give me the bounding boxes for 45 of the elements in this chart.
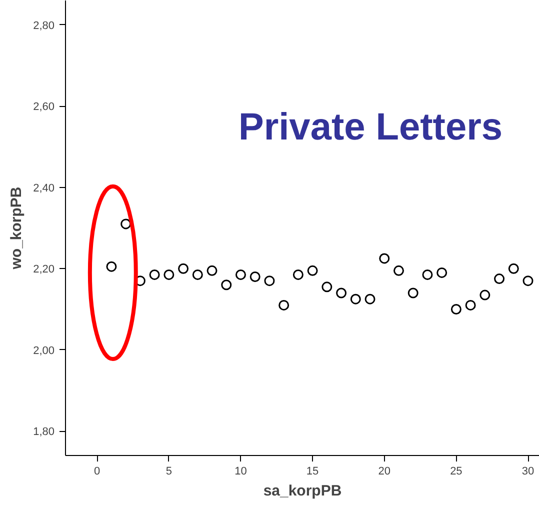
x-tick-label: 25 — [450, 466, 462, 478]
point — [364, 294, 376, 304]
point — [250, 272, 260, 282]
point — [278, 300, 290, 310]
y-tick-label: 2,00 — [33, 344, 55, 357]
point — [436, 267, 448, 278]
y-tick-label: 2,80 — [33, 20, 55, 32]
y-tick-label: 1,80 — [33, 426, 55, 438]
point — [149, 269, 160, 280]
point — [106, 261, 117, 272]
point — [336, 288, 347, 298]
x-tick-label: 10 — [234, 466, 247, 478]
y-axis-title: wo_korpPB — [8, 186, 26, 270]
text: Private Letters — [238, 106, 503, 148]
point — [164, 269, 174, 280]
point — [221, 280, 232, 290]
point — [494, 274, 505, 284]
point — [322, 282, 332, 292]
point — [350, 294, 361, 304]
x-axis-title: sa_korpPB — [263, 482, 342, 500]
y-tick-label: 2,60 — [33, 101, 55, 114]
point — [120, 218, 132, 230]
point — [206, 265, 218, 276]
point — [379, 253, 390, 264]
x-tick-label: 15 — [306, 466, 319, 478]
x-tick-label: 0 — [94, 466, 100, 478]
point — [235, 269, 246, 280]
point — [192, 269, 203, 280]
x-tick-label: 20 — [378, 466, 391, 478]
point — [465, 300, 476, 310]
point — [178, 263, 189, 274]
point — [408, 288, 418, 298]
y-tick-label: 2,40 — [33, 182, 55, 194]
point — [422, 269, 433, 280]
point — [307, 265, 318, 276]
point — [522, 276, 534, 286]
point — [450, 304, 462, 314]
x-tick-label: 5 — [166, 466, 172, 478]
point — [264, 276, 275, 286]
point — [480, 290, 490, 300]
point — [393, 265, 404, 276]
point — [508, 263, 519, 274]
x-tick-label: 30 — [522, 466, 534, 478]
y-tick-label: 2,20 — [33, 264, 55, 276]
point — [292, 269, 304, 280]
